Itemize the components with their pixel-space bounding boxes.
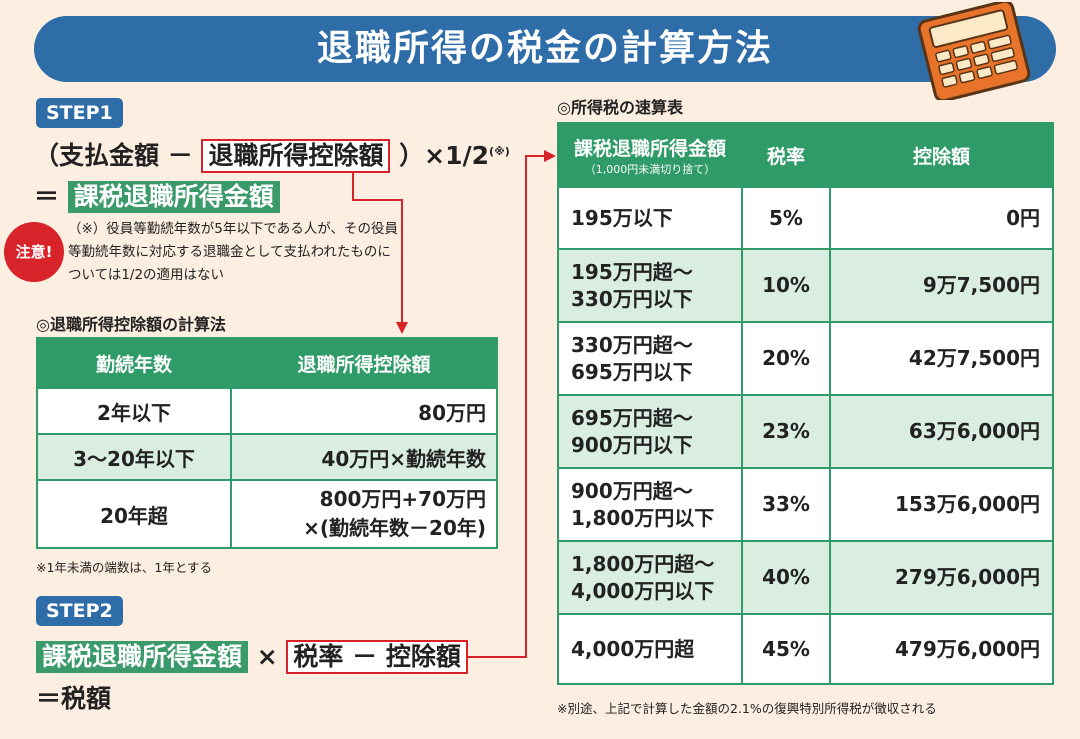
years-cell: 2年以下 [36, 387, 232, 435]
rate-cell: 20% [741, 321, 831, 396]
income-cell: 1,800万円超～ 4,000万円以下 [557, 540, 743, 615]
tax-result: ＝税額 [36, 684, 112, 713]
rate-cell: 5% [741, 186, 831, 250]
rate-cell: 33% [741, 467, 831, 542]
rate-cell: 23% [741, 394, 831, 469]
income-cell: 195万以下 [557, 186, 743, 250]
income-line2: 900万円以下 [571, 432, 693, 457]
quick-table-title: ◎所得税の速算表 [557, 98, 683, 117]
deduction-table: 勤続年数 退職所得控除額 2年以下 80万円 3～20年以下 40万円×勤続年数… [36, 337, 498, 549]
income-line1: 195万円超～ [571, 259, 693, 284]
header-income-sub: （1,000円未満切り捨て） [584, 162, 716, 176]
deduct-cell: 153万6,000円 [829, 467, 1054, 542]
amount-cell: 40万円×勤続年数 [230, 433, 498, 481]
step2-badge: STEP2 [36, 596, 123, 626]
title-bar [34, 16, 1056, 82]
income-cell: 4,000万円超 [557, 613, 743, 685]
times-sign: × [256, 642, 278, 671]
income-cell: 695万円超～ 900万円以下 [557, 394, 743, 469]
deduct-cell: 279万6,000円 [829, 540, 1054, 615]
income-line1: 1,800万円超～ [571, 551, 715, 576]
years-cell: 20年超 [36, 479, 232, 549]
taxable-income-box: 課税退職所得金額 [36, 641, 249, 673]
step2-formula: 課税退職所得金額 × 税率 － 控除額 [36, 640, 468, 674]
table-row: 695万円超～ 900万円以下 23% 63万6,000円 [557, 394, 1054, 469]
footnote-mark: (※) [489, 145, 510, 158]
deduction-section-title: ◎退職所得控除額の計算法 [36, 315, 226, 334]
income-line2: 330万円以下 [571, 286, 693, 311]
years-cell: 3～20年以下 [36, 433, 232, 481]
calculator-icon [917, 2, 1031, 100]
caution-text: （※）役員等勤続年数が5年以下である人が、その役員等勤続年数に対応する退職金とし… [68, 221, 398, 283]
header-income: 課税退職所得金額 （1,000円未満切り捨て） [557, 122, 743, 188]
income-cell: 330万円超～ 695万円以下 [557, 321, 743, 396]
table-row: 4,000万円超 45% 479万6,000円 [557, 613, 1054, 685]
header-deduct: 控除額 [829, 122, 1054, 188]
quick-tax-table: 課税退職所得金額 （1,000円未満切り捨て） 税率 控除額 195万以下 5%… [557, 122, 1054, 685]
table-row: 3～20年以下 40万円×勤続年数 [36, 433, 498, 481]
rate-cell: 40% [741, 540, 831, 615]
income-cell: 195万円超～ 330万円以下 [557, 248, 743, 323]
header-income-label: 課税退職所得金額 [573, 137, 726, 160]
amount-cell: 800万円+70万円 ×(勤続年数－20年) [230, 479, 498, 549]
deduct-cell: 63万6,000円 [829, 394, 1054, 469]
header-rate: 税率 [741, 122, 831, 188]
deduct-cell: 0円 [829, 186, 1054, 250]
header-deduction: 退職所得控除額 [230, 337, 498, 389]
income-cell: 900万円超～ 1,800万円以下 [557, 467, 743, 542]
amount-line2: ×(勤続年数－20年) [303, 516, 486, 540]
table-row: 1,800万円超～ 4,000万円以下 40% 279万6,000円 [557, 540, 1054, 615]
deduction-footnote: ※1年未満の端数は、1年とする [36, 560, 213, 575]
quick-table-footnote: ※別途、上記で計算した金額の2.1%の復興特別所得税が徴収される [557, 701, 937, 716]
rate-deduction-box: 税率 － 控除額 [286, 640, 468, 674]
header-years: 勤続年数 [36, 337, 232, 389]
taxable-income-box: 課税退職所得金額 [67, 181, 280, 213]
rate-cell: 45% [741, 613, 831, 685]
page-title: 退職所得の税金の計算方法 [316, 28, 773, 69]
deduction-box: 退職所得控除額 [201, 139, 391, 173]
income-line2: 1,800万円以下 [571, 505, 715, 530]
table-row: 195万以下 5% 0円 [557, 186, 1054, 250]
step1-formula: （支払金額 － 退職所得控除額 ）×1/2(※) [34, 139, 510, 173]
formula-open: （支払金額 － [34, 141, 193, 170]
table-row: 330万円超～ 695万円以下 20% 42万7,500円 [557, 321, 1054, 396]
income-line1: 330万円超～ [571, 332, 693, 357]
deduct-cell: 9万7,500円 [829, 248, 1054, 323]
equals-sign: ＝ [34, 182, 60, 211]
amount-line1: 800万円+70万円 [319, 487, 486, 511]
formula-close: ）×1/2 [399, 141, 490, 170]
caution-badge: 注意! [4, 222, 64, 282]
income-line2: 4,000万円以下 [571, 578, 715, 603]
amount-cell: 80万円 [230, 387, 498, 435]
deduct-cell: 479万6,000円 [829, 613, 1054, 685]
table-row: 2年以下 80万円 [36, 387, 498, 435]
income-line1: 695万円超～ [571, 405, 693, 430]
step1-badge: STEP1 [36, 98, 123, 128]
step1-result: ＝ 課税退職所得金額 [34, 180, 280, 214]
income-line2: 695万円以下 [571, 359, 693, 384]
table-row: 900万円超～ 1,800万円以下 33% 153万6,000円 [557, 467, 1054, 542]
table-row: 195万円超～ 330万円以下 10% 9万7,500円 [557, 248, 1054, 323]
income-line1: 900万円超～ [571, 478, 693, 503]
table-row: 20年超 800万円+70万円 ×(勤続年数－20年) [36, 479, 498, 549]
rate-cell: 10% [741, 248, 831, 323]
deduct-cell: 42万7,500円 [829, 321, 1054, 396]
